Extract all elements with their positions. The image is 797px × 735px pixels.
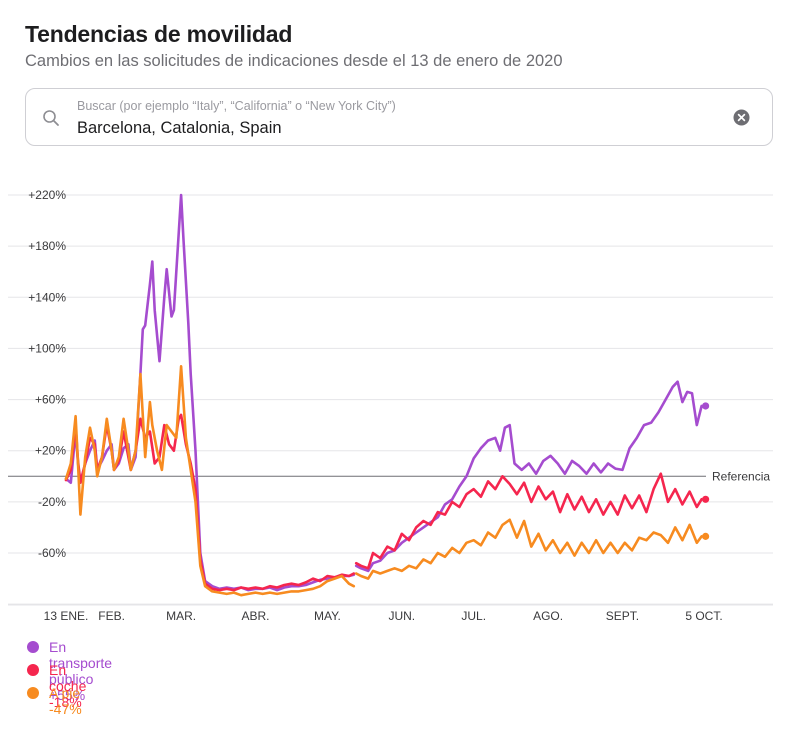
y-tick-label: +20% bbox=[35, 444, 66, 458]
y-tick-label: -20% bbox=[38, 495, 66, 509]
legend-dot-transit bbox=[27, 641, 39, 653]
x-tick-label: MAR. bbox=[166, 609, 196, 623]
series-end-point-driving bbox=[702, 495, 710, 503]
mobility-chart: -60% -20% +20% +60% +100% +140% +180% +220% Refe… bbox=[8, 188, 773, 623]
y-tick-label: +180% bbox=[28, 239, 66, 253]
legend-dot-walking bbox=[27, 687, 39, 699]
series-end-point-transit bbox=[702, 402, 710, 410]
x-tick-label: JUL. bbox=[461, 609, 486, 623]
baseline-label: Referencia bbox=[712, 469, 770, 483]
series-line-driving bbox=[354, 472, 703, 570]
legend-label-walking: A pie -47% bbox=[49, 685, 82, 717]
y-tick-label: +60% bbox=[35, 393, 66, 407]
y-tick-label: +140% bbox=[28, 290, 66, 304]
x-tick-label: 5 OCT. bbox=[685, 609, 722, 623]
y-tick-label: -60% bbox=[38, 546, 66, 560]
x-tick-label: MAY. bbox=[314, 609, 341, 623]
y-tick-label: +220% bbox=[28, 188, 66, 202]
series-line-walking bbox=[64, 365, 356, 597]
x-tick-label: FEB. bbox=[98, 609, 125, 623]
search-box[interactable]: Buscar (por ejemplo “Italy”, “California… bbox=[25, 88, 773, 146]
x-tick-label: 13 ENE. bbox=[44, 609, 89, 623]
search-input[interactable]: Barcelona, Catalonia, Spain bbox=[77, 119, 282, 137]
series-line-walking bbox=[354, 518, 703, 580]
search-placeholder: Buscar (por ejemplo “Italy”, “California… bbox=[77, 99, 396, 113]
page-title: Tendencias de movilidad bbox=[25, 21, 293, 47]
x-tick-label: ABR. bbox=[241, 609, 269, 623]
legend-label-transit: En transporte público +55% bbox=[49, 639, 113, 703]
x-tick-label: AGO. bbox=[533, 609, 563, 623]
series-end-point-walking bbox=[702, 532, 710, 540]
x-tick-label: JUN. bbox=[388, 609, 415, 623]
page-subtitle: Cambios en las solicitudes de indicacion… bbox=[25, 52, 563, 70]
clear-circle-icon[interactable] bbox=[733, 109, 750, 126]
y-tick-label: +100% bbox=[28, 341, 66, 355]
x-tick-label: SEPT. bbox=[606, 609, 639, 623]
search-icon bbox=[43, 110, 59, 126]
legend-dot-driving bbox=[27, 664, 39, 676]
series-line-transit bbox=[64, 193, 356, 592]
legend-label-driving: En coche -18% bbox=[49, 662, 87, 710]
